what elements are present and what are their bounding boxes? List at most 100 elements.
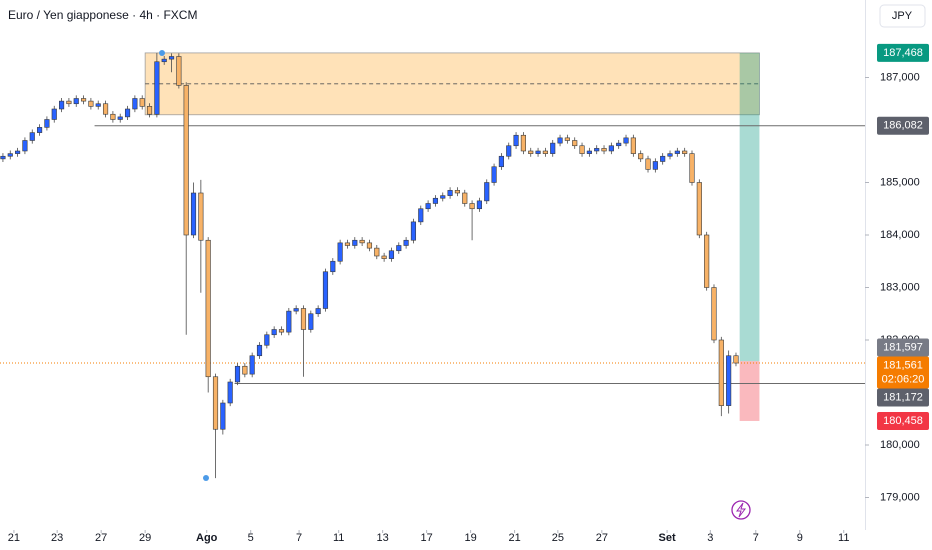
candle-body (660, 155, 666, 162)
loss-area (739, 361, 760, 421)
candle-body (80, 98, 87, 102)
candle-body (447, 190, 453, 196)
candle-body (535, 150, 541, 154)
price-label: 187,468 (883, 47, 923, 59)
candle-body (256, 344, 263, 357)
candle-body (630, 137, 636, 154)
candle-body (300, 308, 307, 330)
candle-body (674, 150, 680, 154)
x-tick-label: 5 (248, 532, 254, 544)
candle-body (513, 134, 519, 147)
candle-body (37, 127, 43, 133)
candle-body (616, 142, 622, 147)
x-tick-label: 21 (8, 532, 20, 544)
candle-body (418, 208, 424, 223)
candle-body (102, 103, 109, 115)
candle-body (22, 140, 28, 152)
price-label-box (877, 43, 929, 62)
candle-body (95, 103, 101, 107)
candle-body (381, 255, 387, 259)
candle-body (59, 100, 65, 110)
candle-body (51, 108, 57, 120)
price-countdown: 02:06:20 (882, 373, 925, 385)
candle-body (462, 192, 468, 204)
price-axis: 179,000180,000182,000183,000184,000185,0… (865, 43, 929, 503)
candle-body (484, 182, 490, 202)
currency-label[interactable]: JPY (892, 10, 913, 22)
candle-body (352, 239, 358, 246)
candle-body (696, 182, 702, 236)
candle-body (579, 145, 585, 154)
x-tick-label: 27 (596, 532, 608, 544)
y-tick-label: 187,000 (880, 71, 920, 83)
candle-body (337, 242, 343, 262)
candle-body (440, 195, 446, 199)
x-tick-label: 17 (421, 532, 433, 544)
event-bolt[interactable] (736, 502, 746, 518)
candle-body (322, 271, 329, 309)
candle-body (146, 106, 153, 115)
plot (0, 52, 865, 479)
x-tick-label: 27 (95, 532, 107, 544)
chart-title: Euro / Yen giapponese · 4h · FXCM (8, 8, 197, 22)
marker (203, 475, 209, 481)
candle-body (29, 132, 35, 141)
candle-body (711, 287, 717, 341)
candle-body (469, 203, 475, 210)
candle-body (139, 98, 145, 107)
candle-body (396, 245, 402, 252)
x-tick-label: 23 (51, 532, 63, 544)
candle-body (638, 153, 644, 160)
price-label: 181,561 (883, 359, 923, 371)
candle-body (476, 200, 482, 210)
candle-body (564, 137, 570, 141)
x-tick-label: 11 (333, 532, 344, 544)
candle-body (249, 355, 255, 375)
candle-body (528, 150, 534, 154)
candle-body (689, 153, 695, 183)
candle-body (572, 140, 578, 147)
x-tick-label: 29 (139, 532, 151, 544)
x-tick-label: 9 (797, 532, 803, 544)
candle-body (183, 85, 189, 236)
candle-body (293, 308, 299, 312)
x-tick-label: 7 (296, 532, 302, 544)
candle-body (117, 116, 123, 120)
candle-body (403, 239, 409, 246)
candle-body (66, 100, 72, 105)
x-tick-label: Set (659, 532, 676, 544)
candle-body (704, 234, 710, 288)
candle-body (264, 334, 270, 346)
candle-body (667, 153, 673, 157)
candle-body (205, 239, 211, 378)
candle-body (374, 247, 380, 257)
x-tick-label: 21 (508, 532, 520, 544)
currency-button[interactable] (879, 4, 926, 28)
candle-body (432, 197, 439, 204)
candle-body (520, 134, 526, 152)
candle-body (645, 158, 651, 170)
candle-body (608, 145, 614, 152)
candle-body (73, 98, 79, 105)
candle-body (652, 161, 658, 170)
candle-body (308, 313, 314, 330)
candle-body (198, 192, 204, 241)
candle-body (110, 113, 116, 120)
y-tick-label: 179,000 (880, 491, 920, 503)
candle-body (726, 355, 732, 406)
candle-body (278, 329, 285, 333)
x-tick-label: 11 (838, 532, 849, 544)
candle-body (132, 98, 138, 110)
event-circle[interactable] (731, 500, 751, 520)
candle-body (491, 166, 497, 183)
price-label-box (877, 388, 929, 407)
candle-body (124, 108, 131, 118)
event-icon[interactable] (731, 500, 751, 520)
candle-body (168, 56, 175, 60)
candle-body (176, 56, 182, 86)
candle-body (601, 148, 607, 152)
profit-area (739, 52, 760, 362)
candle-body (550, 142, 556, 154)
